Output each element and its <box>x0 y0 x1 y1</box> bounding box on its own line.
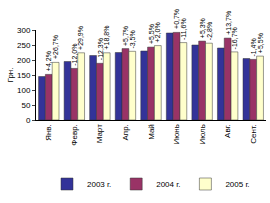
svg-text:+13,7%: +13,7% <box>225 11 232 35</box>
svg-text:-12,3%: -12,3% <box>97 38 104 60</box>
svg-text:Янв.: Янв. <box>44 124 53 141</box>
svg-text:Июль: Июль <box>198 124 207 144</box>
svg-text:-16,7%: -16,7% <box>231 27 238 49</box>
svg-text:2003 г.: 2003 г. <box>87 180 111 189</box>
svg-text:+5,5%: +5,5% <box>257 33 264 53</box>
svg-text:100: 100 <box>17 86 31 95</box>
svg-text:Март: Март <box>95 124 104 143</box>
svg-text:150: 150 <box>17 71 31 80</box>
svg-text:+26,7%: +26,7% <box>52 35 59 59</box>
svg-text:+5,5%: +5,5% <box>148 24 155 44</box>
svg-text:+29,9%: +29,9% <box>77 26 84 50</box>
svg-text:2005 г.: 2005 г. <box>225 180 249 189</box>
svg-text:Май: Май <box>147 124 156 140</box>
svg-text:-2,8%: -2,8% <box>206 22 213 40</box>
svg-text:250: 250 <box>17 41 31 50</box>
svg-text:+5,7%: +5,7% <box>122 26 129 46</box>
svg-text:-3,5%: -3,5% <box>129 30 136 48</box>
svg-text:+4,2%: +4,2% <box>45 51 52 71</box>
svg-text:Февр.: Февр. <box>70 124 79 145</box>
svg-text:Сент.: Сент. <box>249 124 258 144</box>
svg-text:200: 200 <box>17 56 31 65</box>
svg-text:Июнь: Июнь <box>172 124 181 144</box>
svg-text:300: 300 <box>17 26 31 35</box>
svg-text:-12,0%: -12,0% <box>71 44 78 66</box>
svg-text:50: 50 <box>21 101 30 110</box>
svg-text:-11,6%: -11,6% <box>180 18 187 40</box>
svg-text:Грн.: Грн. <box>6 68 15 83</box>
svg-text:Авг.: Авг. <box>223 124 232 138</box>
svg-text:+5,3%: +5,3% <box>199 18 206 38</box>
svg-text:2004 г.: 2004 г. <box>156 180 180 189</box>
svg-text:+18,8%: +18,8% <box>103 26 110 50</box>
svg-text:+0,7%: +0,7% <box>173 9 180 29</box>
svg-text:Апр.: Апр. <box>121 124 130 140</box>
svg-text:-1,4%: -1,4% <box>250 38 257 56</box>
svg-text:0: 0 <box>26 116 31 125</box>
svg-text:+2,0%: +2,0% <box>154 22 161 42</box>
